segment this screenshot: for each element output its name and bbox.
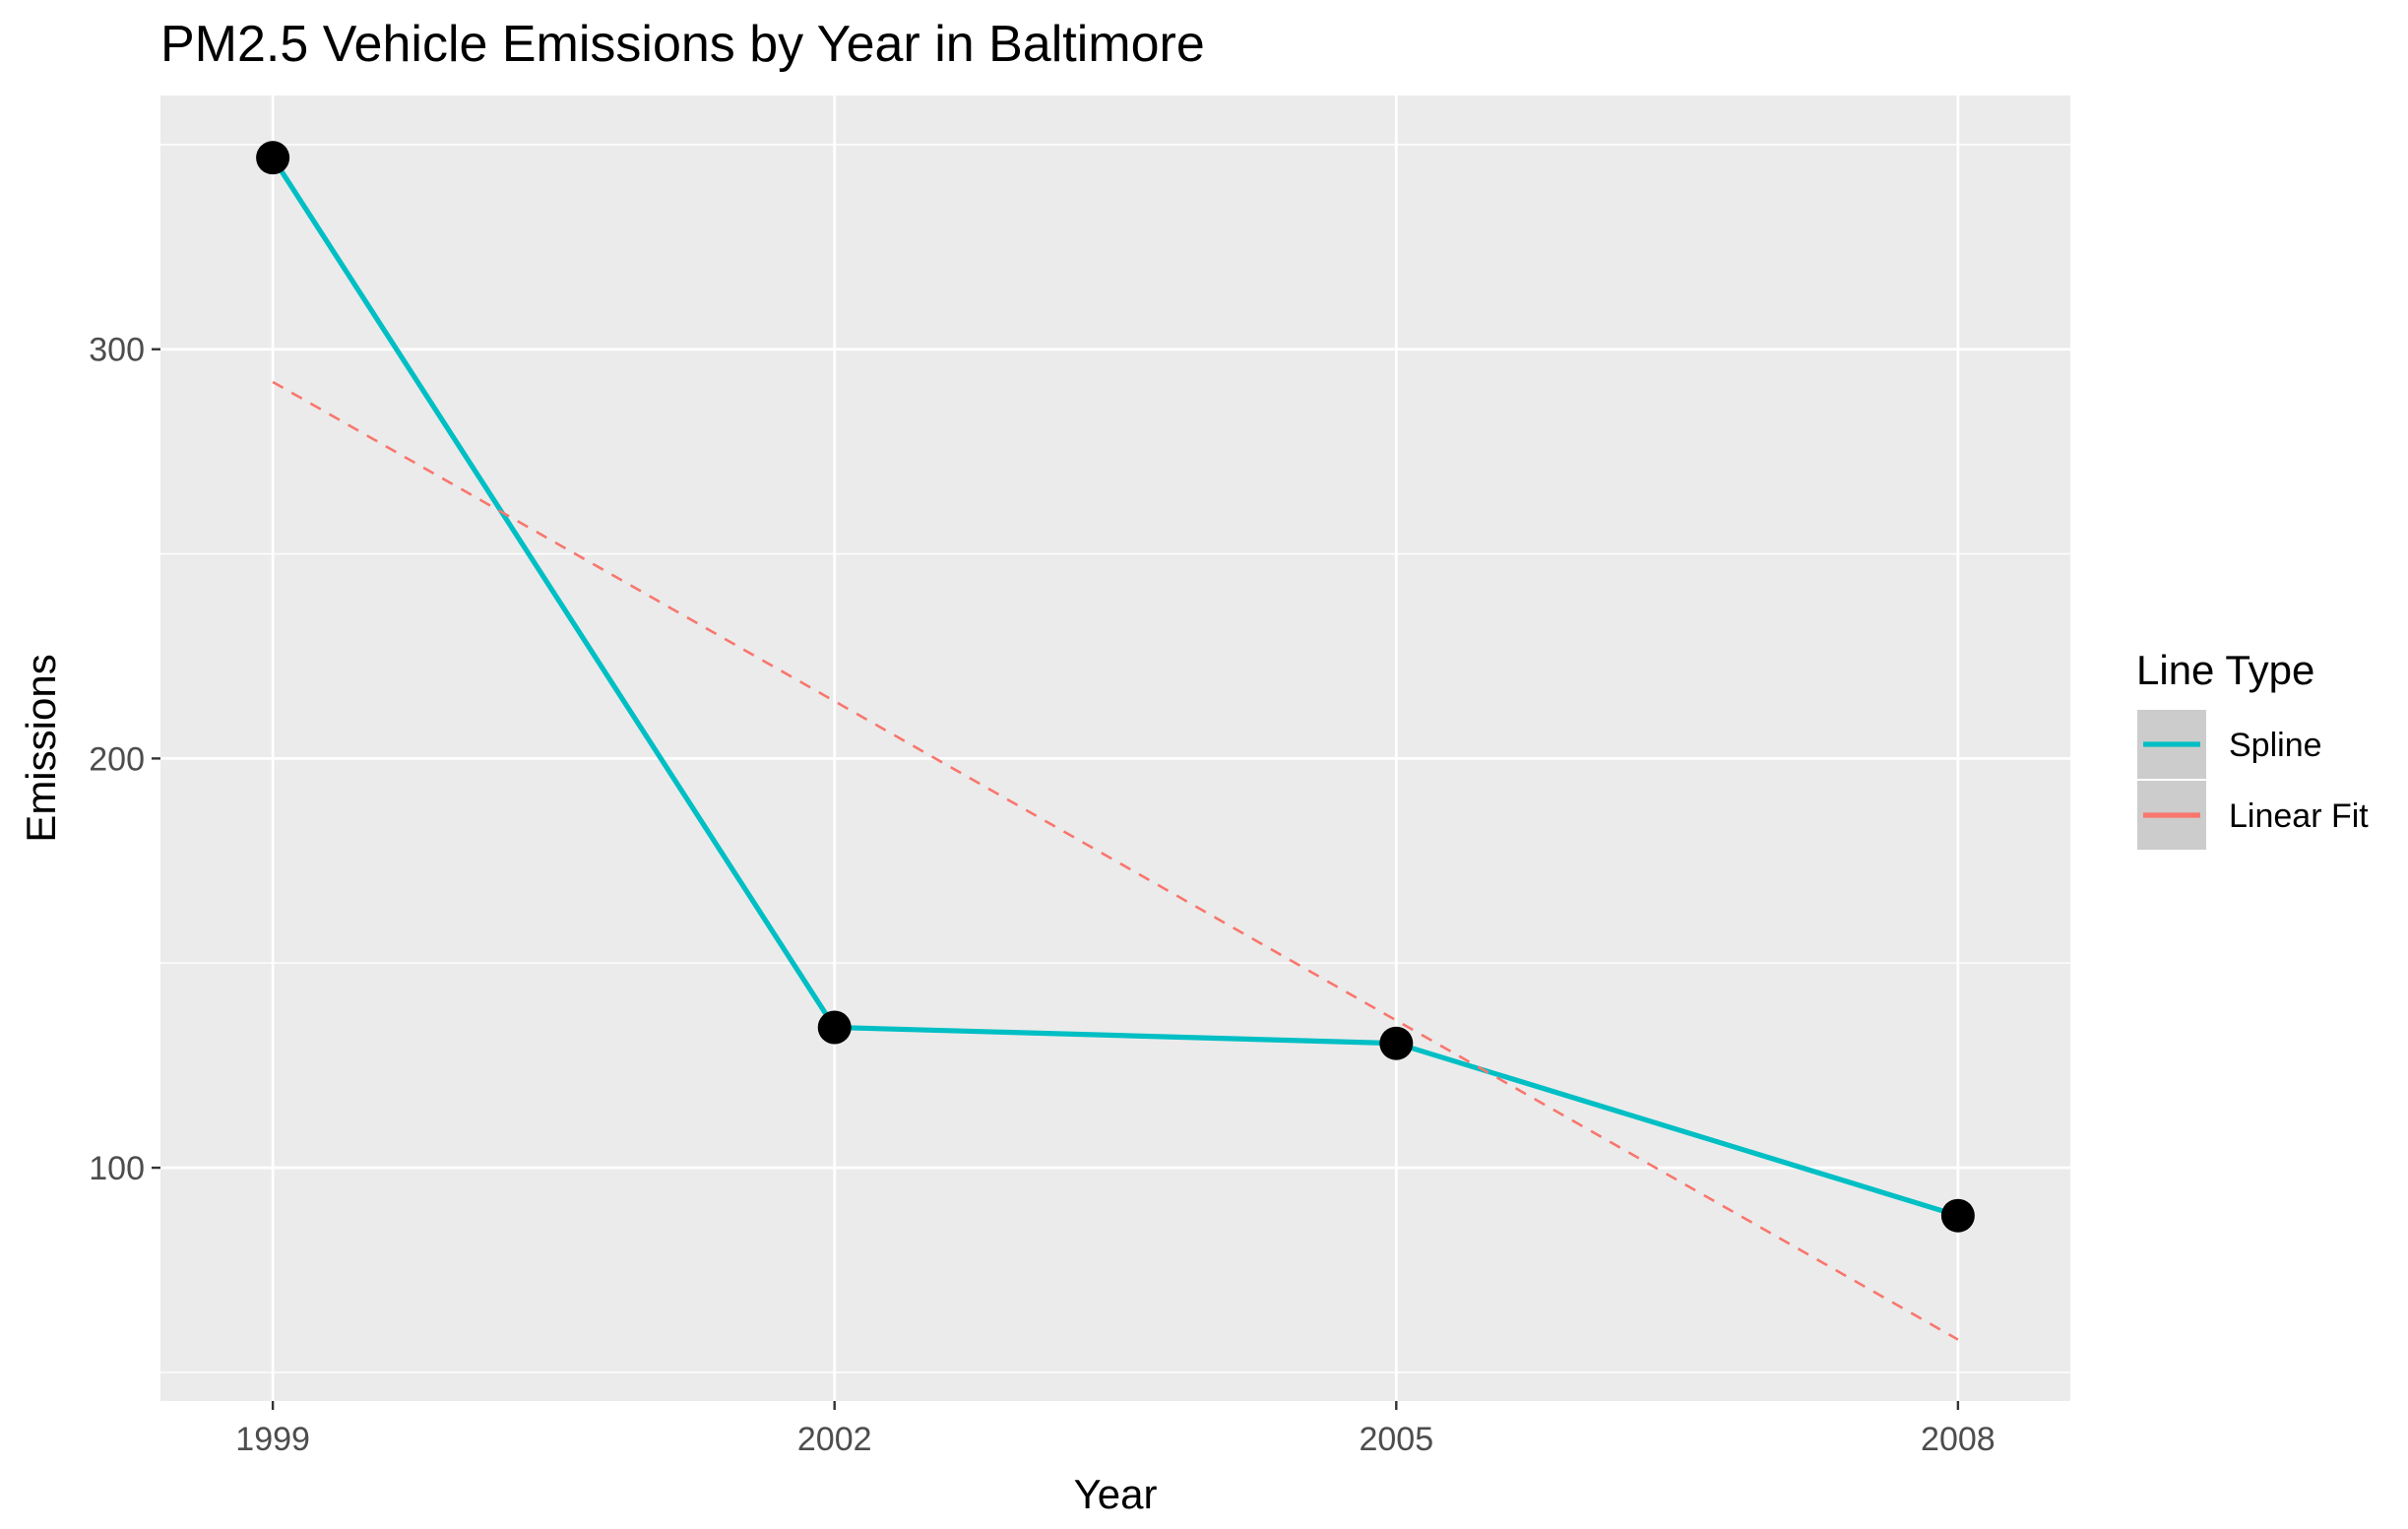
legend-title: Line Type <box>2136 647 2314 693</box>
x-tick-label-2: 2005 <box>1359 1421 1433 1458</box>
legend-items: Spline Linear Fit <box>2135 708 2369 852</box>
series-layer <box>270 156 1959 1341</box>
plot-panel <box>160 96 2070 1401</box>
legend-label-0: Spline <box>2229 727 2322 764</box>
data-point-3 <box>1940 1198 1975 1233</box>
chart-title: PM2.5 Vehicle Emissions by Year in Balti… <box>160 16 1205 73</box>
y-tick-label-0: 100 <box>89 1150 145 1187</box>
legend-label-1: Linear Fit <box>2229 797 2369 835</box>
x-tick-label-0: 1999 <box>235 1421 310 1458</box>
series-line-spline <box>270 156 1959 1219</box>
x-tick-label-3: 2008 <box>1921 1421 1996 1458</box>
x-axis-title: Year <box>1074 1471 1158 1517</box>
minor-gridlines <box>160 144 2070 1373</box>
y-axis-title: Emissions <box>18 654 64 842</box>
x-axis: 1999 2002 2005 2008 <box>235 1401 1996 1458</box>
data-point-0 <box>256 141 290 175</box>
data-point-1 <box>817 1010 852 1045</box>
major-gridlines <box>160 96 2070 1401</box>
legend: Line Type Spline Linear Fit <box>2135 647 2369 852</box>
y-tick-label-2: 300 <box>89 332 145 369</box>
points-layer <box>256 141 1975 1233</box>
x-tick-label-1: 2002 <box>797 1421 872 1458</box>
y-tick-label-1: 200 <box>89 740 145 778</box>
data-point-2 <box>1379 1026 1414 1060</box>
y-axis: 100 200 300 <box>89 332 160 1187</box>
